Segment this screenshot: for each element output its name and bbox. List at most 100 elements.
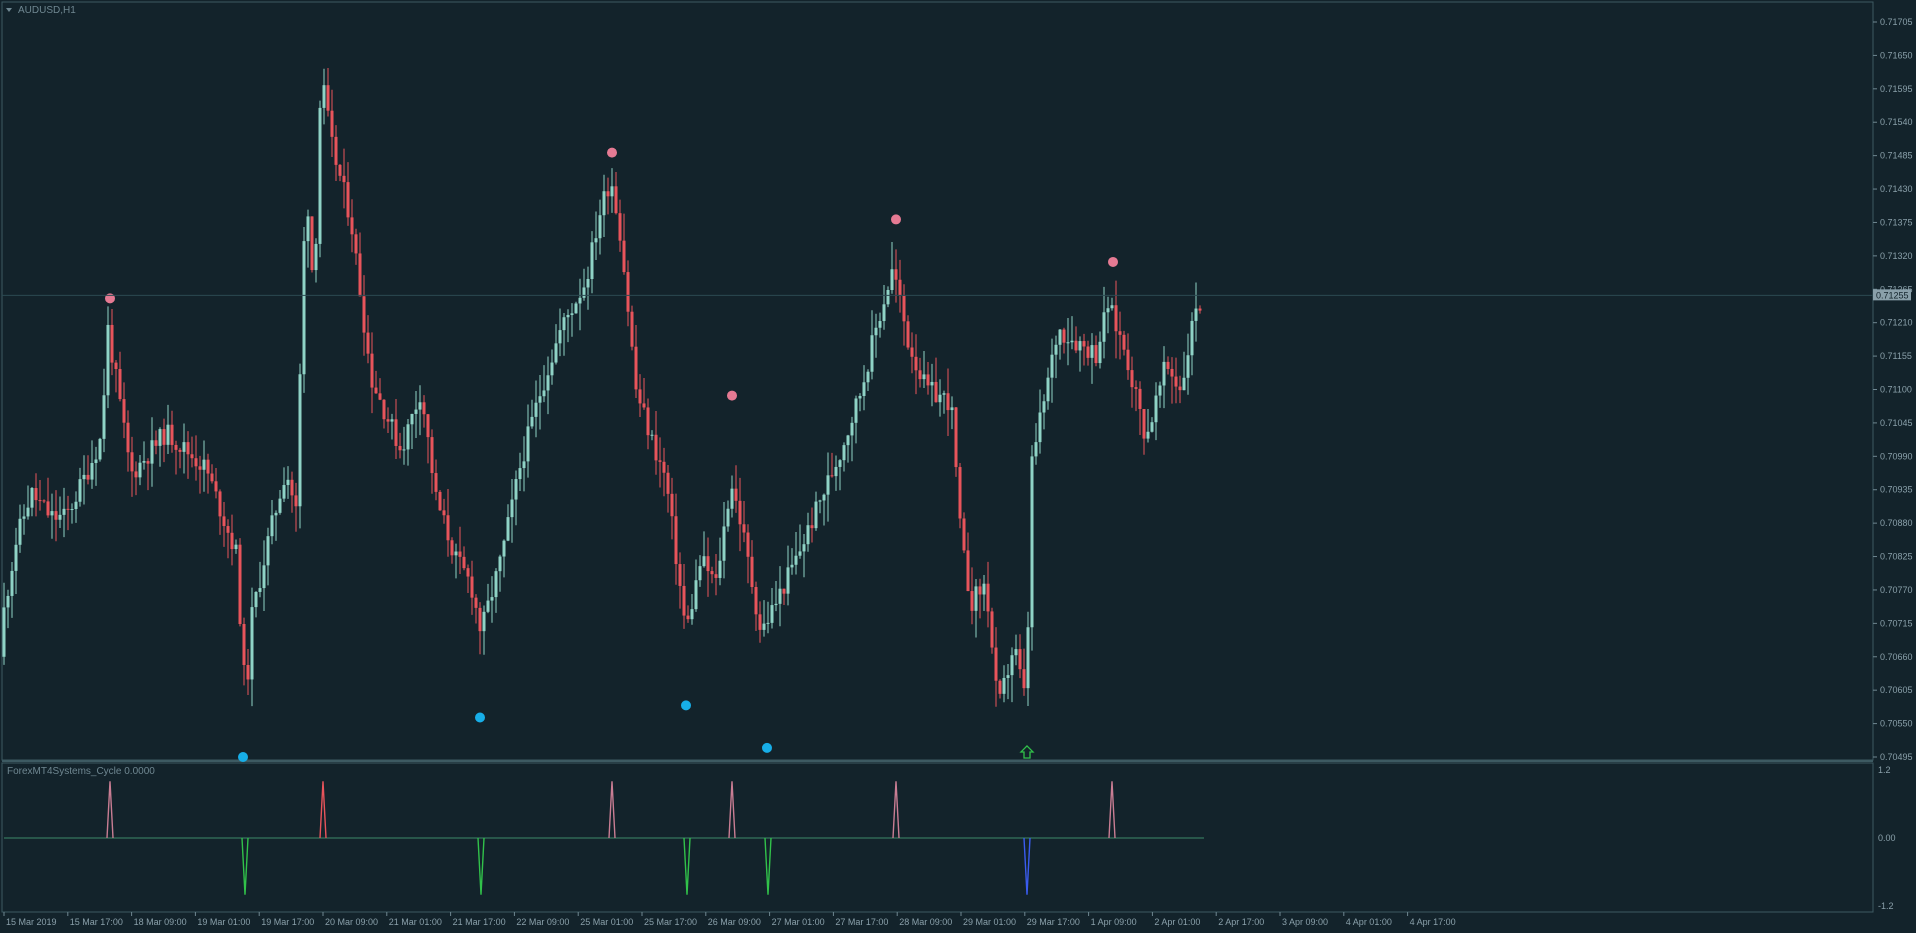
candle-body — [714, 574, 718, 578]
candle-body — [486, 600, 490, 612]
candle-body — [86, 474, 90, 480]
candle-body — [574, 303, 578, 314]
candle-body — [626, 272, 630, 312]
candle-body — [582, 287, 586, 298]
buy-arrow-icon — [1019, 745, 1035, 759]
price-tick-label: 0.70825 — [1880, 552, 1913, 562]
candle-body — [18, 518, 22, 545]
price-tick-label: 0.70935 — [1880, 485, 1913, 495]
peak-dot — [607, 147, 617, 158]
candle-body — [310, 216, 314, 271]
candle-body — [514, 479, 518, 500]
candle-body — [322, 85, 326, 108]
candle-body — [338, 164, 342, 176]
candle-body — [6, 595, 10, 608]
candle-body — [154, 440, 158, 446]
candle-body — [950, 407, 954, 411]
time-tick-label: 4 Apr 17:00 — [1410, 917, 1456, 927]
candle-body — [166, 424, 170, 445]
candle-body — [422, 402, 426, 415]
peak-dot — [727, 390, 737, 401]
candle-body — [1198, 308, 1202, 311]
candle-body — [146, 461, 150, 464]
candle-body — [878, 321, 882, 328]
candle-body — [730, 488, 734, 509]
indicator-tick-label: 0.00 — [1878, 833, 1896, 843]
chevron-down-icon[interactable] — [6, 8, 12, 12]
candle-body — [502, 540, 506, 557]
candle-body — [1146, 431, 1150, 439]
candle-body — [842, 445, 846, 461]
candle-body — [606, 191, 610, 197]
candle-body — [494, 571, 498, 598]
candle-body — [594, 238, 598, 243]
candle-body — [682, 585, 686, 616]
candle-body — [342, 175, 346, 183]
candle-body — [1166, 361, 1170, 369]
candle-body — [1014, 649, 1018, 656]
candle-body — [954, 407, 958, 468]
candle-body — [614, 186, 618, 214]
trough-dot — [475, 712, 485, 723]
candle-body — [862, 382, 866, 396]
candle-body — [778, 588, 782, 604]
candle-body — [258, 588, 262, 592]
candle-body — [326, 85, 330, 111]
candle-body — [406, 424, 410, 450]
candle-body — [182, 442, 186, 452]
candle-body — [542, 390, 546, 397]
candle-body — [270, 515, 274, 537]
candle-body — [602, 191, 606, 216]
candle-body — [958, 467, 962, 519]
candle-body — [570, 313, 574, 315]
price-tick-label: 0.71045 — [1880, 418, 1913, 428]
candle-body — [694, 580, 698, 610]
candle-body — [70, 509, 74, 511]
candle-body — [150, 440, 154, 464]
candle-body — [1170, 368, 1174, 377]
candle-body — [394, 419, 398, 446]
candle-body — [194, 458, 198, 467]
candle-body — [206, 459, 210, 474]
candle-body — [766, 622, 770, 624]
candle-body — [1090, 345, 1094, 358]
candle-body — [874, 327, 878, 336]
candle-body — [1038, 412, 1042, 443]
candle-body — [438, 491, 442, 511]
candle-body — [190, 454, 194, 459]
candle-body — [866, 371, 870, 383]
candle-body — [366, 332, 370, 354]
candle-body — [1062, 329, 1066, 343]
candle-body — [62, 508, 66, 515]
candle-body — [906, 321, 910, 348]
candle-body — [134, 471, 138, 478]
candle-body — [802, 544, 806, 552]
candle-body — [926, 374, 930, 386]
time-tick-label: 19 Mar 01:00 — [197, 917, 250, 927]
price-tick-label: 0.71430 — [1880, 184, 1913, 194]
candle-body — [634, 346, 638, 390]
candle-body — [470, 576, 474, 598]
candle-body — [94, 459, 98, 464]
candle-body — [782, 588, 786, 594]
candle-body — [1182, 377, 1186, 391]
candle-body — [458, 551, 462, 557]
price-tick-label: 0.71595 — [1880, 84, 1913, 94]
candle-body — [34, 488, 38, 501]
candle-body — [858, 395, 862, 399]
candle-body — [1034, 442, 1038, 457]
candle-body — [66, 508, 70, 510]
candle-body — [910, 347, 914, 357]
candle-body — [898, 279, 902, 296]
price-tick-label: 0.71320 — [1880, 251, 1913, 261]
candle-body — [1102, 312, 1106, 342]
candle-body — [162, 429, 166, 445]
time-tick-label: 29 Mar 01:00 — [963, 917, 1016, 927]
candle-body — [546, 375, 550, 391]
cycle-spike — [683, 837, 691, 895]
candle-body — [354, 234, 358, 254]
candle-body — [838, 460, 842, 467]
candle-body — [1110, 305, 1114, 309]
candle-body — [410, 413, 414, 425]
time-tick-label: 28 Mar 09:00 — [899, 917, 952, 927]
